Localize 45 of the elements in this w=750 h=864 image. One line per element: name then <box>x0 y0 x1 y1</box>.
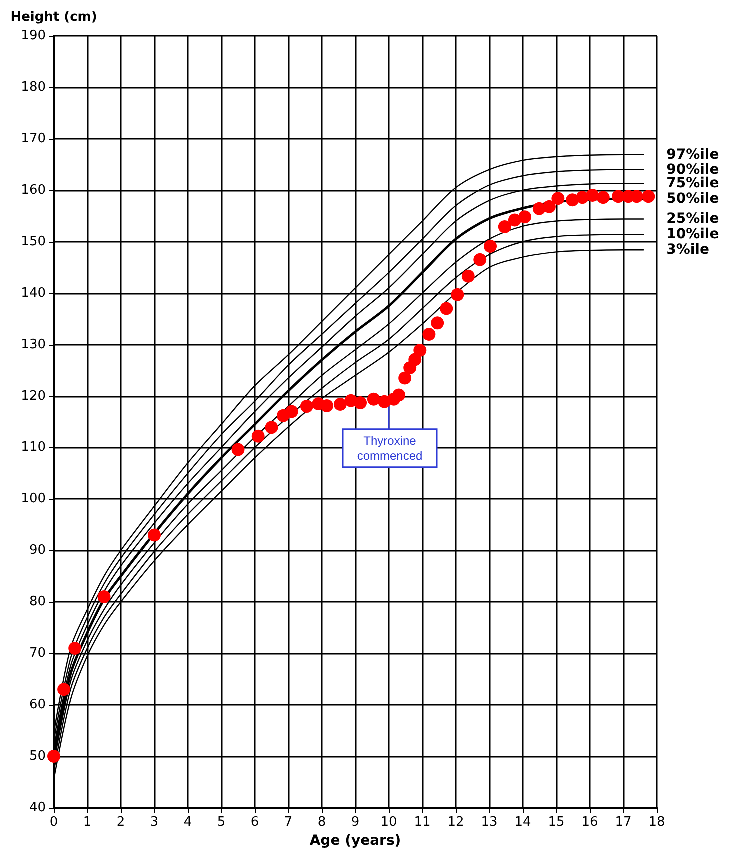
x-tick-label: 1 <box>83 815 92 830</box>
x-tick-label: 5 <box>217 815 226 830</box>
y-tick-label: 190 <box>21 28 46 44</box>
y-tick-label: 110 <box>21 440 46 456</box>
y-tick-label: 150 <box>21 234 46 250</box>
y-tick-label: 50 <box>29 749 46 764</box>
y-axis-title: Height (cm) <box>10 10 98 25</box>
series-label: 90%ile <box>666 162 720 178</box>
x-tick-label: 8 <box>318 815 326 830</box>
x-tick-label: 6 <box>250 815 260 830</box>
annotation: Thyroxine commenced <box>357 434 423 463</box>
y-tick-label: 100 <box>21 492 46 507</box>
x-tick-label: 15 <box>548 815 565 830</box>
x-axis-title: Age (years) <box>310 833 402 849</box>
series-label: 50%ile <box>666 191 720 208</box>
y-tick-label: 120 <box>21 388 46 404</box>
x-tick-label: 3 <box>150 815 159 830</box>
x-tick-label: 2 <box>116 815 126 830</box>
x-tick-label: 17 <box>615 815 632 830</box>
x-tick-label: 18 <box>648 815 666 830</box>
y-tick-label: 90 <box>29 543 46 558</box>
y-tick-label: 80 <box>29 594 46 610</box>
x-tick-label: 0 <box>50 815 58 830</box>
series-label: 75%ile <box>666 176 720 192</box>
x-tick-label: 7 <box>284 815 293 830</box>
x-tick-label: 9 <box>351 815 360 830</box>
y-tick-label: 40 <box>29 800 46 816</box>
y-tick-label: 70 <box>29 646 46 662</box>
series-label: 3%ile <box>666 242 710 258</box>
x-tick-label: 14 <box>514 815 532 830</box>
y-tick-label: 130 <box>21 337 46 352</box>
series-label: 10%ile <box>666 226 720 243</box>
series-label: 97%ile <box>666 146 720 163</box>
series-label: 25%ile <box>666 211 720 228</box>
y-tick-label: 60 <box>29 698 46 713</box>
y-tick-label: 170 <box>21 131 46 146</box>
x-tick-label: 10 <box>380 815 398 830</box>
y-tick-label: 140 <box>21 286 46 301</box>
x-tick-label: 13 <box>481 815 498 830</box>
x-tick-label: 12 <box>448 815 464 830</box>
x-tick-label: 4 <box>184 815 192 830</box>
y-tick-label: 160 <box>21 182 46 198</box>
x-tick-label: 16 <box>582 815 598 830</box>
x-tick-label: 11 <box>414 815 431 830</box>
y-tick-label: 180 <box>21 80 46 95</box>
